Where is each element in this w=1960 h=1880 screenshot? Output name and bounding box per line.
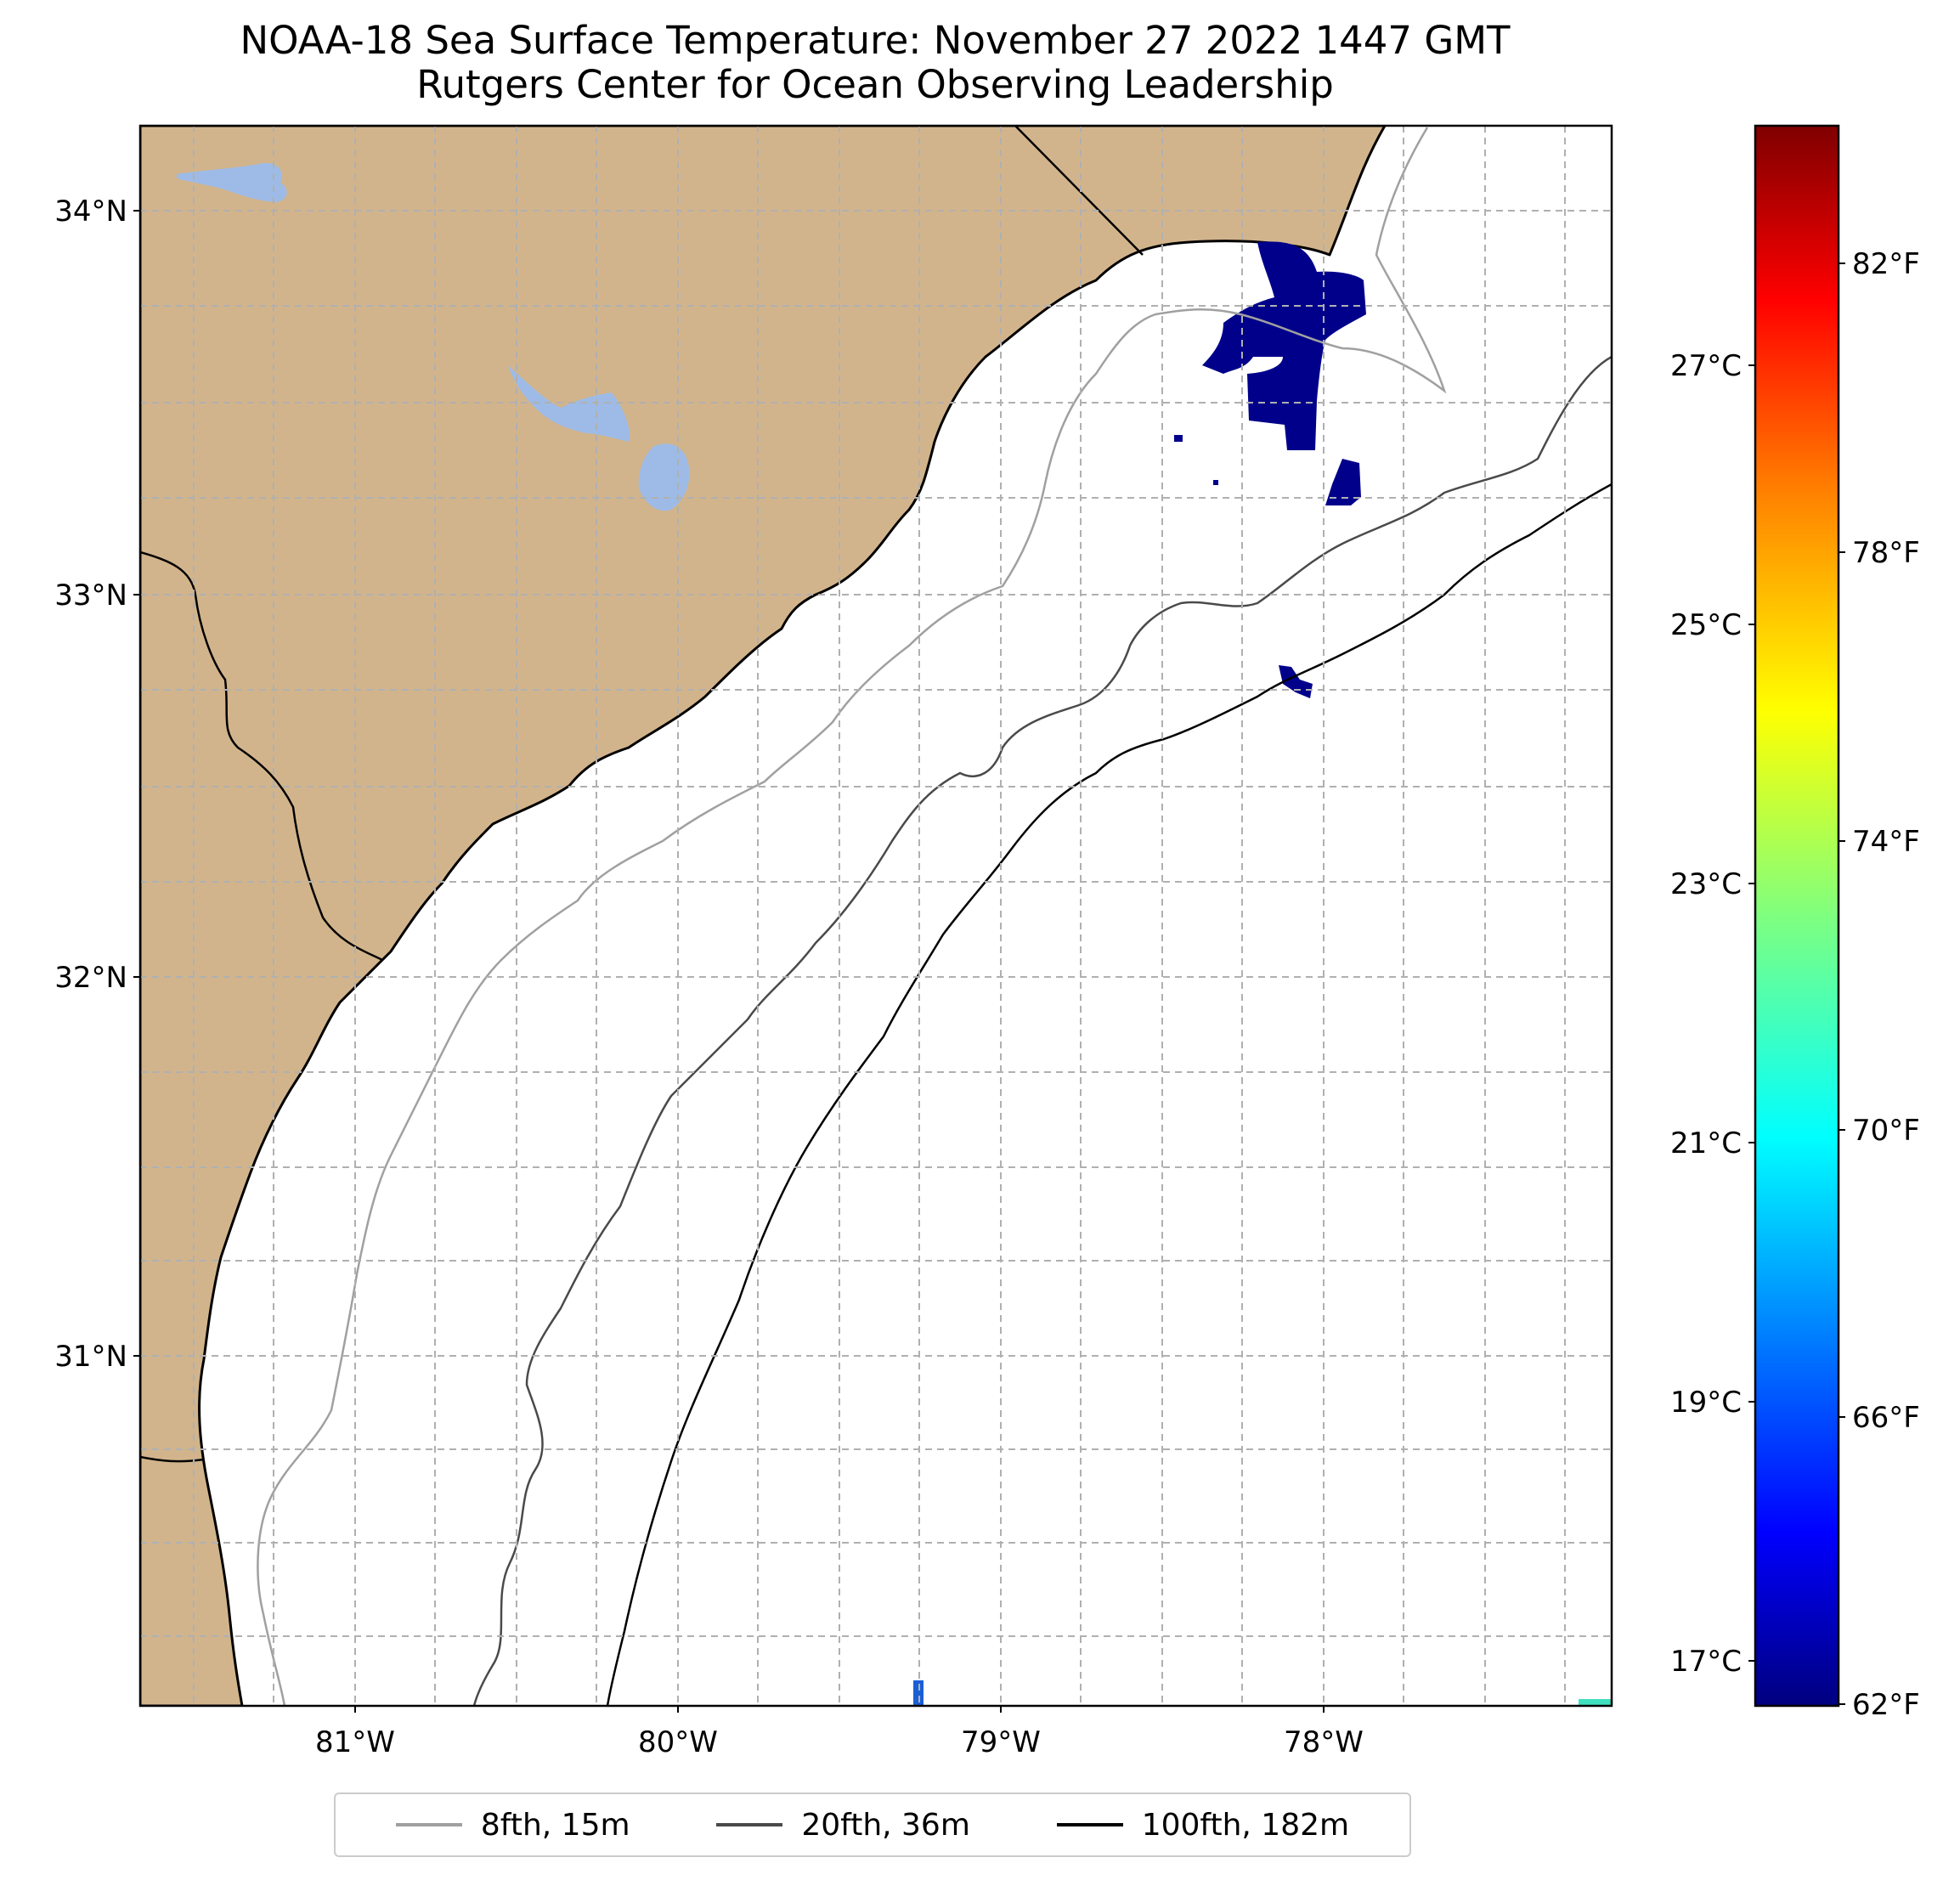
lat-ticks bbox=[133, 210, 140, 1357]
cbar-f-82: 82°F bbox=[1852, 247, 1920, 281]
cold-water-speck-1 bbox=[1174, 435, 1183, 442]
isobath-100fth bbox=[606, 483, 1612, 1706]
cbar-c-27: 27°C bbox=[1670, 349, 1742, 383]
lon-label-78: 78°W bbox=[1284, 1725, 1364, 1759]
land-mass bbox=[140, 126, 1387, 1706]
colorbar bbox=[1754, 124, 1840, 1708]
cbar-c-19: 19°C bbox=[1670, 1386, 1742, 1420]
plot-frame bbox=[138, 124, 1613, 1708]
county-border-south bbox=[140, 1455, 205, 1463]
cbar-c-17: 17°C bbox=[1670, 1645, 1742, 1679]
legend-item-8fth: 8fth, 15m bbox=[395, 1807, 630, 1843]
lake-1 bbox=[177, 162, 287, 202]
isobath-8fth bbox=[257, 127, 1447, 1706]
plot-area bbox=[140, 126, 1612, 1706]
county-border bbox=[140, 550, 383, 962]
grid-lines bbox=[140, 126, 1612, 1706]
lon-label-81: 81°W bbox=[315, 1725, 395, 1759]
legend-item-100fth: 100fth, 182m bbox=[1056, 1807, 1350, 1843]
cbar-f-78: 78°F bbox=[1852, 536, 1920, 570]
colorbar-ticks bbox=[1748, 263, 1845, 1705]
map-title: NOAA-18 Sea Surface Temperature: Novembe… bbox=[140, 19, 1610, 107]
lat-label-31: 31°N bbox=[54, 1340, 127, 1374]
lon-label-80: 80°W bbox=[638, 1725, 718, 1759]
legend-label-20fth: 20fth, 36m bbox=[801, 1807, 970, 1843]
cbar-c-21: 21°C bbox=[1670, 1126, 1742, 1160]
lake-3 bbox=[638, 443, 690, 511]
title-line-1: NOAA-18 Sea Surface Temperature: Novembe… bbox=[240, 18, 1511, 63]
isobath-legend: 8fth, 15m 20fth, 36m 100fth, 182m bbox=[334, 1792, 1411, 1857]
legend-swatch-8fth bbox=[395, 1823, 462, 1826]
cold-water-patch-1 bbox=[1202, 241, 1366, 450]
legend-label-100fth: 100fth, 182m bbox=[1141, 1807, 1350, 1843]
lat-label-34: 34°N bbox=[54, 195, 127, 229]
cbar-c-23: 23°C bbox=[1670, 867, 1742, 901]
lat-label-32: 32°N bbox=[54, 961, 127, 995]
warm-pixel-1 bbox=[913, 1680, 924, 1706]
lon-ticks bbox=[354, 1706, 1325, 1713]
warm-pixel-2 bbox=[1579, 1699, 1612, 1706]
legend-item-20fth: 20fth, 36m bbox=[716, 1808, 970, 1843]
title-line-2: Rutgers Center for Ocean Observing Leade… bbox=[416, 62, 1334, 107]
legend-swatch-100fth bbox=[1056, 1823, 1123, 1826]
cbar-f-62: 62°F bbox=[1852, 1688, 1920, 1722]
cbar-f-74: 74°F bbox=[1852, 825, 1920, 859]
cbar-f-70: 70°F bbox=[1852, 1114, 1920, 1148]
cold-water-patch-3 bbox=[1279, 665, 1313, 698]
cold-water-speck-2 bbox=[1213, 480, 1218, 485]
cold-water-patch-2 bbox=[1325, 459, 1361, 505]
lake-2 bbox=[508, 365, 630, 442]
legend-label-8fth: 8fth, 15m bbox=[480, 1807, 630, 1843]
lat-label-33: 33°N bbox=[54, 579, 127, 613]
state-border bbox=[1014, 126, 1144, 256]
cbar-c-25: 25°C bbox=[1670, 608, 1742, 642]
lon-label-79: 79°W bbox=[961, 1725, 1041, 1759]
cbar-f-66: 66°F bbox=[1852, 1401, 1920, 1435]
isobath-20fth bbox=[472, 355, 1612, 1706]
legend-swatch-20fth bbox=[716, 1823, 783, 1826]
